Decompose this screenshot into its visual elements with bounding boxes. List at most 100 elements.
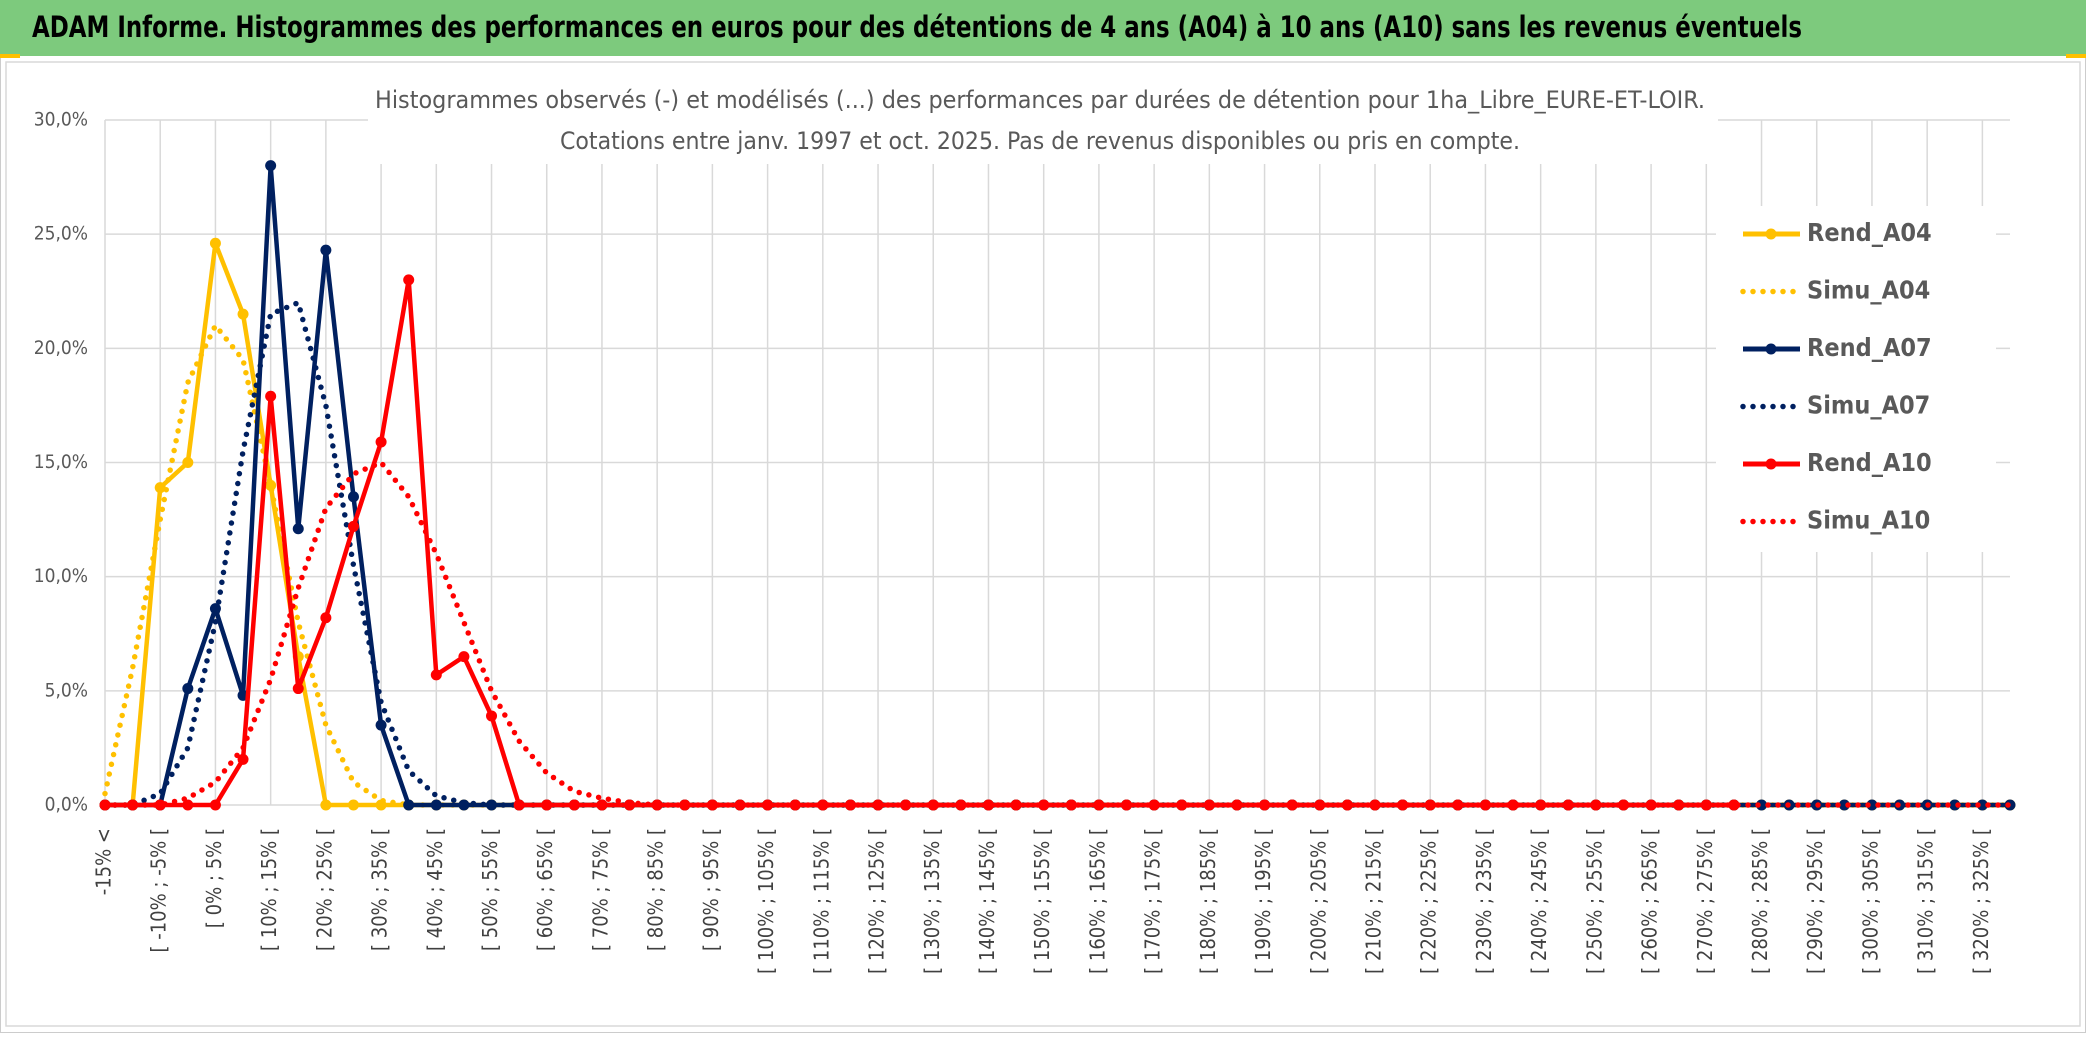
point — [182, 457, 194, 468]
legend-marker — [1765, 228, 1777, 240]
point — [789, 799, 801, 811]
point — [1369, 799, 1381, 811]
point — [568, 799, 580, 811]
y-tick-label: 15,0% — [34, 451, 88, 473]
x-tick-label: [ 290% ; 295% [ — [1803, 828, 1827, 974]
point — [375, 436, 387, 448]
point — [154, 482, 166, 494]
x-tick-label: [ 190% ; 195% [ — [1251, 828, 1275, 974]
y-tick-label: 30,0% — [34, 109, 88, 131]
header-title: ADAM Informe. Histogrammes des performan… — [32, 10, 1802, 44]
x-tick-label: [ 150% ; 155% [ — [1030, 828, 1054, 974]
x-tick-label: [ 210% ; 215% [ — [1362, 828, 1386, 974]
point — [237, 753, 249, 765]
y-tick-label: 10,0% — [34, 565, 88, 587]
point — [1645, 799, 1657, 811]
x-tick-label: [ 240% ; 245% [ — [1527, 828, 1551, 974]
x-tick-label: [ 60% ; 65% [ — [533, 828, 557, 951]
point — [320, 799, 332, 811]
point — [817, 799, 829, 811]
point — [209, 799, 221, 811]
x-tick-label: [ 110% ; 115% [ — [809, 828, 833, 974]
point — [486, 710, 498, 722]
x-tick-label: [ 140% ; 145% [ — [975, 828, 999, 974]
x-tick-label: [ 300% ; 305% [ — [1858, 828, 1882, 974]
y-tick-label: 20,0% — [34, 337, 88, 359]
point — [541, 799, 553, 811]
point — [265, 160, 277, 172]
corner-mark — [2066, 54, 2086, 58]
point — [1976, 799, 1988, 811]
point — [1617, 799, 1629, 811]
x-tick-label: [ 30% ; 35% [ — [368, 828, 392, 951]
chart-subtitle: Cotations entre janv. 1997 et oct. 2025.… — [560, 127, 1520, 155]
point — [237, 308, 249, 320]
point — [1728, 799, 1740, 811]
point — [320, 244, 332, 256]
x-tick-label: [ 20% ; 25% [ — [312, 828, 336, 951]
point — [375, 719, 387, 731]
header-bar — [0, 0, 2086, 56]
point — [458, 651, 470, 663]
x-tick-label: [ 70% ; 75% [ — [588, 828, 612, 951]
x-tick-label: [ 120% ; 125% [ — [865, 828, 889, 974]
x-tick-label: [ -10% ; -5% [ — [147, 828, 171, 952]
x-tick-label: [ 170% ; 175% [ — [1141, 828, 1165, 974]
x-tick-label: [ 220% ; 225% [ — [1417, 828, 1441, 974]
point — [403, 274, 415, 286]
point — [1397, 799, 1409, 811]
point — [265, 390, 277, 402]
point — [513, 799, 525, 811]
x-tick-label: [ 280% ; 285% [ — [1748, 828, 1772, 974]
point — [679, 799, 691, 811]
legend-label: Simu_A04 — [1807, 276, 1930, 305]
x-tick-label: [ 230% ; 235% [ — [1472, 828, 1496, 974]
legend-label: Rend_A10 — [1807, 448, 1932, 477]
point — [1148, 799, 1160, 811]
x-tick-label: [ 0% ; 5% [ — [202, 828, 226, 928]
point — [927, 799, 939, 811]
point — [1259, 799, 1271, 811]
legend-label: Simu_A10 — [1807, 506, 1930, 535]
point — [347, 799, 359, 811]
x-tick-label: [ 40% ; 45% [ — [423, 828, 447, 951]
legend-label: Simu_A07 — [1807, 391, 1930, 420]
point — [292, 683, 304, 695]
x-tick-label: [ 180% ; 185% [ — [1196, 828, 1220, 974]
x-tick-label: -15% < — [92, 828, 116, 895]
x-tick-label: [ 130% ; 135% [ — [920, 828, 944, 974]
x-tick-label: [ 320% ; 325% [ — [1969, 828, 1993, 974]
point — [347, 491, 359, 503]
x-tick-label: [ 200% ; 205% [ — [1306, 828, 1330, 974]
x-tick-label: [ 260% ; 265% [ — [1638, 828, 1662, 974]
x-tick-label: [ 90% ; 95% [ — [699, 828, 723, 951]
series-line — [102, 459, 2013, 808]
title-bg — [368, 80, 1718, 164]
point — [1949, 799, 1961, 811]
point — [1866, 799, 1878, 811]
x-tick-label: [ 80% ; 85% [ — [644, 828, 668, 951]
point — [430, 669, 442, 681]
y-tick-label: 25,0% — [34, 223, 88, 245]
x-tick-label: [ 270% ; 275% [ — [1693, 828, 1717, 974]
legend-marker — [1765, 343, 1777, 355]
point — [1756, 799, 1768, 811]
point — [1286, 799, 1298, 811]
corner-mark — [0, 54, 20, 58]
chart-title: Histogrammes observés (-) et modélisés (… — [375, 86, 1705, 114]
point — [596, 799, 608, 811]
x-tick-label: [ 10% ; 15% [ — [257, 828, 281, 951]
point — [403, 799, 415, 811]
point — [706, 799, 718, 811]
legend-label: Rend_A04 — [1807, 218, 1932, 247]
point — [182, 683, 194, 695]
legend-bg — [1716, 206, 1996, 552]
y-tick-label: 5,0% — [45, 679, 88, 701]
point — [320, 612, 332, 624]
y-tick-label: 0,0% — [45, 794, 88, 816]
x-tick-label: [ 250% ; 255% [ — [1582, 828, 1606, 974]
legend-label: Rend_A07 — [1807, 333, 1932, 362]
point — [430, 799, 442, 811]
point — [1065, 799, 1077, 811]
